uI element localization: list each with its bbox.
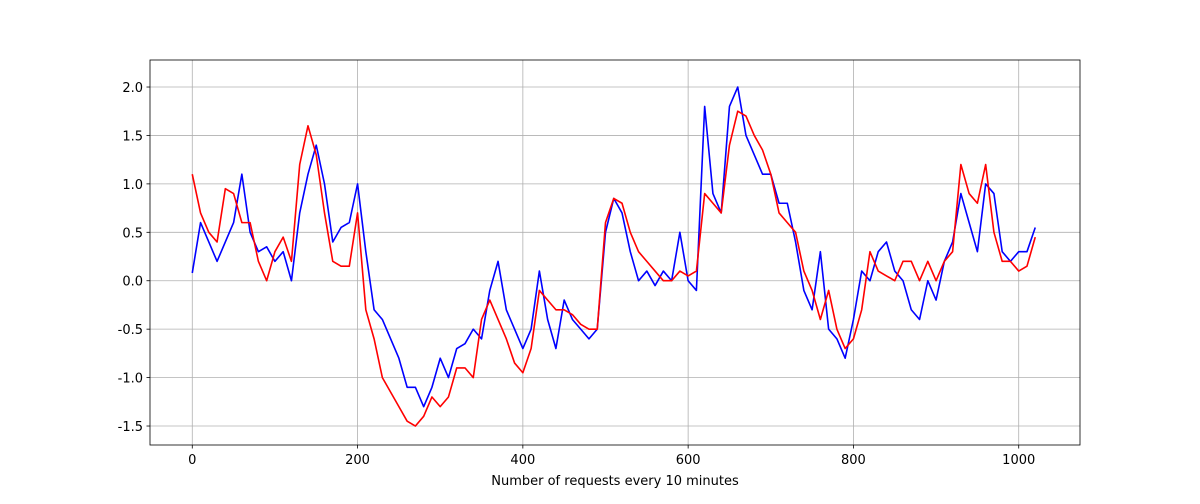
plot-frame [149,59,1081,446]
y-tick-label: 0.0 [122,275,143,290]
x-tick-label: 0 [188,453,196,468]
y-tick-label: 2.0 [122,81,143,96]
x-tick-label: 400 [510,453,535,468]
y-tick-label: -1.5 [118,420,143,435]
y-tick-label: 1.0 [122,178,143,193]
series-line [191,86,1037,408]
y-tick-label: 0.5 [122,226,143,241]
x-axis-label: Number of requests every 10 minutes [491,474,739,489]
x-tick-label: 800 [841,453,866,468]
x-tick-label: 600 [676,453,701,468]
y-tick-label: -0.5 [118,323,143,338]
y-tick-label: 1.5 [122,129,143,144]
x-tick-label: 200 [345,453,370,468]
x-tick-label: 1000 [1002,453,1035,468]
series-line [191,110,1037,427]
y-tick-label: -1.0 [118,372,143,387]
